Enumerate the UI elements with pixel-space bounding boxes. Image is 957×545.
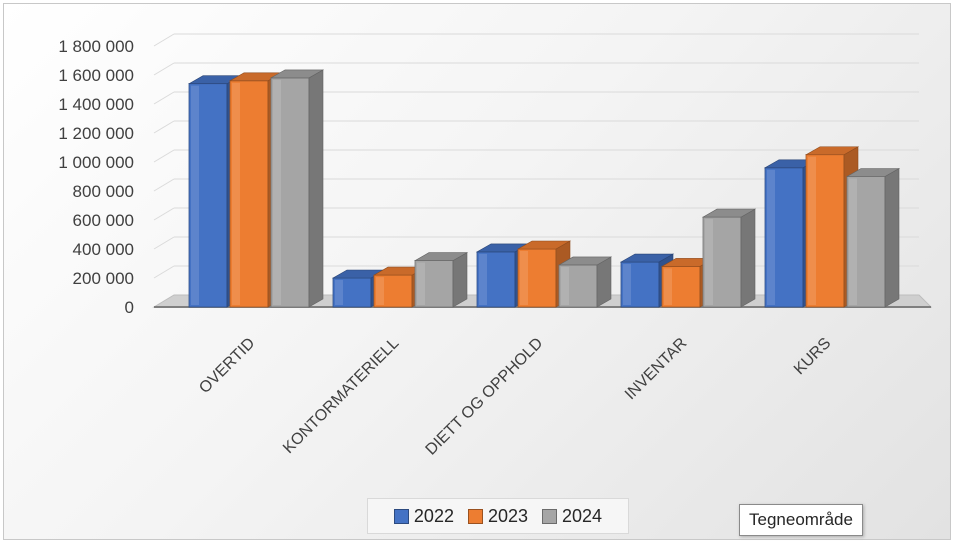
gridline-side [153, 207, 175, 221]
bar-front [517, 248, 557, 308]
legend-label: 2024 [562, 505, 603, 526]
gridline-side [153, 91, 175, 105]
x-tick-label: INVENTAR [622, 335, 690, 403]
bar-2023-diett-og-opphold[interactable] [516, 240, 572, 308]
x-tick-label: DIETT OG OPPHOLD [423, 335, 547, 459]
bar-front [620, 261, 660, 308]
x-tick-label: OVERTID [196, 335, 258, 397]
bar-highlight [417, 262, 425, 305]
bar-front [229, 80, 269, 308]
bar-2024-kontormateriell[interactable] [413, 252, 469, 308]
gridline-side [153, 62, 175, 76]
bar-highlight [520, 251, 528, 305]
legend-label: 2023 [487, 505, 529, 526]
bar-side [884, 167, 900, 308]
bar-highlight [376, 277, 384, 305]
bars [187, 69, 901, 308]
x-tick-label: KONTORMATERIELL [280, 335, 402, 457]
bar-highlight [849, 178, 857, 305]
chart-area[interactable]: 0 200 000 400 000 600 000 800 000 1 000 000 1 … [3, 3, 951, 540]
bar-2024-diett-og-opphold[interactable] [557, 256, 613, 308]
bar-top [619, 253, 675, 263]
bar-top [516, 240, 572, 250]
bar-highlight [273, 79, 281, 306]
legend-swatch [467, 508, 483, 524]
legend-swatch [393, 508, 409, 524]
y-tick-label: 400 000 [73, 240, 134, 259]
bar-highlight [767, 169, 775, 305]
bar-2024-kurs[interactable] [845, 167, 901, 308]
bar-front [661, 265, 701, 308]
bar-top [804, 146, 860, 156]
y-tick-label: 1 400 000 [58, 95, 134, 114]
bar-2023-kurs[interactable] [804, 146, 860, 308]
bar-top [701, 208, 757, 218]
gridline-side [153, 236, 175, 250]
chart-plot: 0 200 000 400 000 600 000 800 000 1 000 000 1 … [58, 33, 933, 459]
y-tick-label: 600 000 [73, 211, 134, 230]
bar-highlight [705, 219, 713, 305]
bar-side [452, 252, 468, 308]
bar-highlight [191, 85, 199, 305]
y-axis-tick-labels: 0 200 000 400 000 600 000 800 000 1 000 000 1 … [58, 37, 134, 317]
legend-item-2023[interactable]: 2023 [467, 505, 529, 527]
bar-2024-inventar[interactable] [701, 208, 757, 308]
gridline-side [153, 33, 175, 47]
bar-highlight [479, 253, 487, 305]
gridline-side [153, 149, 175, 163]
y-tick-label: 1 200 000 [58, 124, 134, 143]
y-tick-label: 1 800 000 [58, 37, 134, 56]
bar-top [845, 168, 901, 177]
legend[interactable]: 2022 2023 2024 [367, 498, 629, 534]
bar-front [188, 83, 228, 308]
bar-side [308, 69, 324, 308]
bar-front [764, 167, 804, 308]
y-tick-label: 0 [125, 298, 134, 317]
bar-2024-overtid[interactable] [269, 69, 325, 308]
bar-top [557, 256, 613, 266]
bar-side [596, 256, 612, 308]
gridline-side [153, 265, 175, 279]
legend-item-2022[interactable]: 2022 [393, 505, 454, 527]
y-tick-label: 800 000 [73, 182, 134, 201]
bar-highlight [664, 268, 672, 305]
bar-front [846, 176, 886, 308]
legend-swatch [542, 508, 558, 524]
y-tick-label: 200 000 [73, 269, 134, 288]
bar-front [558, 264, 598, 308]
bar-front [702, 216, 742, 308]
bar-highlight [623, 264, 631, 305]
gridline-side [153, 120, 175, 134]
bar-front [270, 77, 310, 308]
bar-highlight [232, 82, 240, 305]
x-tick-label: KURS [791, 335, 834, 378]
bar-front [373, 274, 413, 308]
bar-highlight [561, 266, 569, 305]
bar-top [269, 69, 325, 79]
bar-side [740, 208, 756, 308]
x-axis-tick-labels: OVERTID KONTORMATERIELL DIETT OG OPPHOLD IN… [196, 335, 834, 459]
legend-item-2024[interactable]: 2024 [542, 506, 602, 527]
y-tick-label: 1 600 000 [58, 66, 134, 85]
gridline-side [153, 178, 175, 192]
bar-front [476, 251, 516, 308]
y-tick-label: 1 000 000 [58, 153, 134, 172]
bar-highlight [335, 280, 343, 305]
bar-highlight [808, 156, 816, 305]
legend-label: 2022 [413, 505, 454, 526]
chart-area-tooltip: Tegneområde [739, 504, 863, 536]
bar-top [413, 252, 469, 261]
